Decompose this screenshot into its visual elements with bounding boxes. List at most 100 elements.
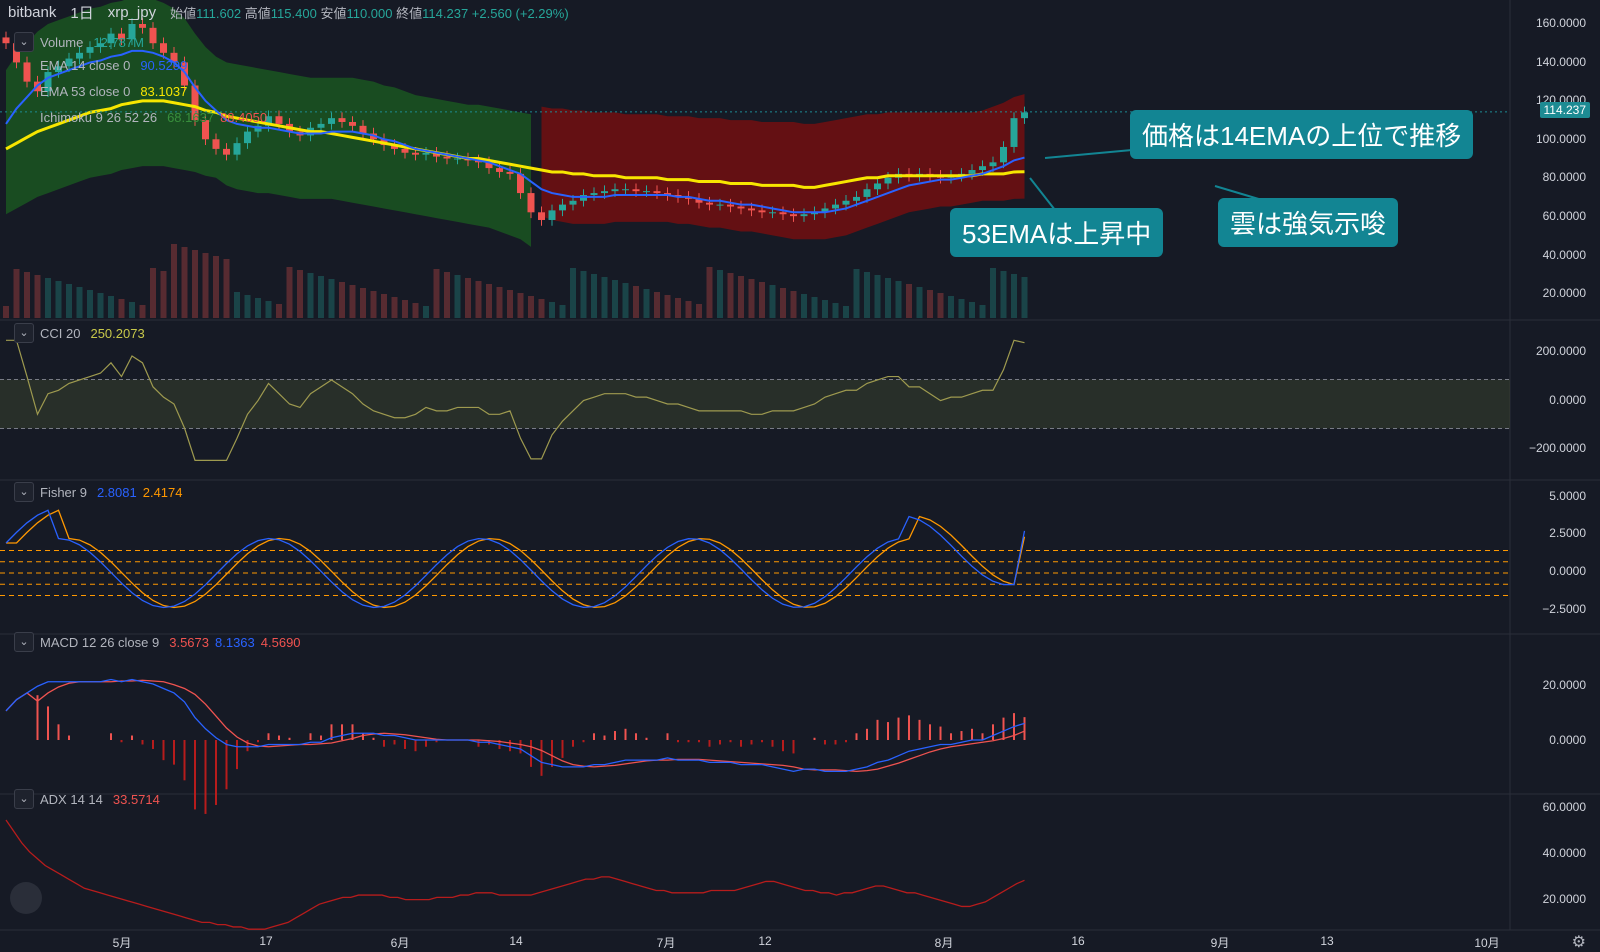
candle-body <box>338 118 346 122</box>
candle-body <box>643 191 650 193</box>
tradingview-logo-icon[interactable] <box>10 882 42 914</box>
candle-body <box>1000 146 1007 163</box>
candle-body <box>1021 112 1028 119</box>
adx-label: ADX 14 14 <box>40 791 103 807</box>
chevron-down-icon[interactable]: ⌄ <box>14 32 34 52</box>
volume-bar <box>160 271 167 318</box>
volume-bar <box>738 276 744 318</box>
cci-tick: 0.0000 <box>1549 393 1586 407</box>
fisher-value-2: 2.4174 <box>142 484 183 500</box>
fisher-tick: 5.0000 <box>1549 489 1586 503</box>
exchange-name[interactable]: bitbank <box>8 4 57 21</box>
candle-body <box>517 173 524 194</box>
ema53-legend: EMA 53 close 0 83.1037 <box>40 84 187 99</box>
fisher-tick: 2.5000 <box>1549 526 1586 540</box>
time-tick: 9月 <box>1210 936 1230 950</box>
fisher-tick: −2.5000 <box>1542 602 1586 616</box>
candle-body <box>538 212 545 220</box>
candle-body <box>527 193 535 213</box>
volume-bar <box>664 295 671 318</box>
volume-bar <box>244 295 251 318</box>
volume-label: Volume <box>40 34 84 50</box>
candle-body <box>548 210 556 220</box>
adx-value: 33.5714 <box>112 791 160 807</box>
chevron-down-icon[interactable]: ⌄ <box>14 482 34 502</box>
volume-bar <box>118 299 125 318</box>
volume-bar <box>3 306 9 318</box>
volume-bar <box>265 301 272 318</box>
volume-bar <box>570 268 576 318</box>
volume-bar <box>874 275 881 318</box>
macd-value-3: 4.5690 <box>260 634 301 650</box>
fisher-legend: ⌄ Fisher 9 2.8081 2.4174 <box>14 482 183 502</box>
adx-tick: 60.0000 <box>1542 800 1586 814</box>
volume-bar <box>87 290 93 318</box>
volume-bar <box>213 256 219 318</box>
volume-bar <box>601 277 608 318</box>
volume-bar <box>528 296 534 318</box>
volume-bar <box>34 275 41 318</box>
volume-bar <box>297 270 303 318</box>
candle-body <box>769 212 776 214</box>
time-tick: 6月 <box>390 936 410 950</box>
ichimoku-value-1: 68.1637 <box>167 110 215 125</box>
candle-body <box>86 47 94 53</box>
volume-bar <box>958 299 965 318</box>
time-tick: 12 <box>758 934 772 948</box>
volume-bar <box>727 273 734 318</box>
volume-bar <box>1021 277 1028 318</box>
candle-body <box>76 52 83 59</box>
volume-bar <box>790 291 797 318</box>
candle-body <box>265 116 272 126</box>
volume-bar <box>339 282 345 318</box>
candle-body <box>97 43 104 48</box>
candle-body <box>170 52 178 63</box>
candle-body <box>496 168 503 172</box>
volume-bar <box>328 279 335 318</box>
interval[interactable]: 1日 <box>70 5 94 22</box>
candle-body <box>832 204 839 209</box>
chevron-down-icon[interactable]: ⌄ <box>14 632 34 652</box>
volume-bar <box>286 267 293 318</box>
callout-pointer <box>1044 149 1133 159</box>
candle-body <box>632 189 640 192</box>
volume-bar <box>444 272 450 318</box>
candle-body <box>779 212 787 215</box>
volume-bar <box>24 272 30 318</box>
chevron-down-icon[interactable]: ⌄ <box>14 789 34 809</box>
volume-bar <box>370 291 377 318</box>
volume-bar <box>559 305 566 318</box>
time-tick: 13 <box>1320 934 1334 948</box>
volume-bar <box>507 290 513 318</box>
macd-tick: 0.0000 <box>1549 733 1586 747</box>
cci-label: CCI 20 <box>40 325 81 341</box>
volume-bar <box>706 267 713 318</box>
settings-gear-icon[interactable]: ⚙ <box>1571 934 1586 951</box>
cci-band <box>0 379 1510 429</box>
ema14-line <box>5 49 1025 214</box>
last-price-tag: 114.237 <box>1539 102 1590 118</box>
volume-bar <box>276 304 282 318</box>
volume-bar <box>202 253 209 318</box>
volume-bar <box>885 278 891 318</box>
candle-body <box>44 72 52 92</box>
volume-bar <box>13 269 20 318</box>
adx-tick: 40.0000 <box>1542 846 1586 860</box>
volume-bar <box>412 303 419 318</box>
candle-body <box>118 33 125 40</box>
fisher-tick: 0.0000 <box>1549 564 1586 578</box>
ichimoku-label: Ichimoku 9 26 52 26 <box>40 110 158 125</box>
callout-cloud: 雲は強気示唆 <box>1218 198 1399 247</box>
candle-body <box>748 208 755 211</box>
candle-body <box>233 143 241 155</box>
price-tick: 80.0000 <box>1542 170 1586 184</box>
volume-bar <box>45 278 51 318</box>
candle-body <box>328 118 335 124</box>
symbol-name[interactable]: xrp_jpy <box>107 4 157 21</box>
candle-body <box>590 193 598 196</box>
candle-body <box>223 148 230 155</box>
callout-pointer <box>1214 185 1263 201</box>
volume-bar <box>108 296 114 318</box>
chevron-down-icon[interactable]: ⌄ <box>14 323 34 343</box>
